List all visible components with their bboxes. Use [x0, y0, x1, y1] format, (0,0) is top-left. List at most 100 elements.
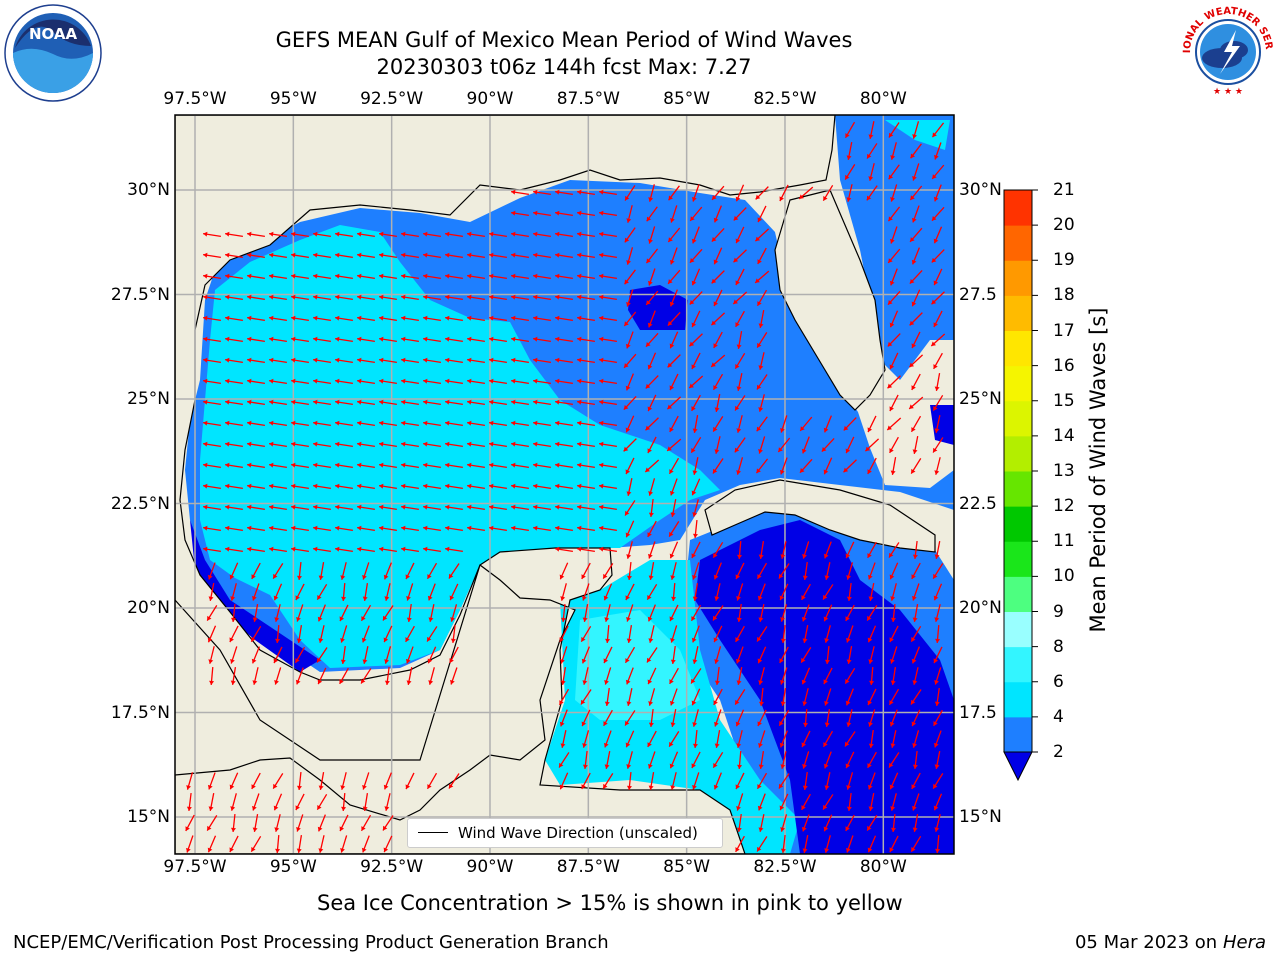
wave-arrow-head	[445, 420, 450, 426]
wave-arrow-head	[423, 420, 428, 426]
wave-arrow-head	[779, 658, 784, 663]
wave-arrow-head	[845, 616, 850, 621]
wave-arrow-head	[401, 294, 406, 300]
wave-arrow-head	[648, 491, 654, 496]
wave-arrow-head	[577, 483, 582, 489]
wave-arrow-head	[581, 574, 586, 579]
wave-arrow-head	[604, 701, 610, 706]
wave-arrow-head	[712, 615, 718, 621]
wave-arrow-head	[357, 546, 362, 552]
wave-arrow-head	[577, 357, 582, 363]
wave-arrow-head	[667, 446, 672, 451]
wave-arrow-head	[335, 336, 340, 342]
lat-tick-left: 22.5°N	[110, 493, 170, 514]
wave-arrow-head	[555, 294, 560, 300]
wave-arrow-head	[692, 574, 697, 580]
wave-arrow-head	[401, 357, 406, 363]
wave-arrow-head	[273, 805, 279, 811]
wave-arrow-head	[625, 532, 631, 538]
wave-arrow-head	[626, 575, 632, 580]
wave-arrow-head	[203, 273, 208, 279]
wave-arrow-head	[533, 483, 538, 489]
colorbar-tick-label: 18	[1053, 285, 1075, 306]
wave-arrow-head	[379, 546, 384, 552]
wave-arrow-head	[758, 764, 764, 769]
wave-arrow-head	[778, 783, 784, 789]
noaa-text: NOAA	[29, 25, 78, 43]
wave-arrow-head	[291, 420, 296, 426]
wave-arrow-head	[780, 554, 786, 559]
wave-arrow-head	[295, 805, 300, 811]
wave-arrow-head	[909, 278, 915, 284]
wave-arrow-head	[207, 784, 213, 790]
wave-arrow-head	[340, 659, 346, 664]
wave-arrow-head	[735, 784, 741, 790]
wave-arrow-head	[317, 616, 323, 622]
wave-arrow-head	[624, 321, 629, 326]
wave-arrow-head	[427, 574, 432, 579]
wave-arrow-head	[778, 573, 784, 579]
wave-arrow-head	[713, 574, 719, 580]
wave-arrow-head	[758, 365, 764, 370]
wave-arrow-head	[555, 336, 560, 342]
wave-arrow-head	[933, 658, 939, 664]
wave-arrow-head	[291, 504, 296, 510]
wave-arrow-head	[335, 525, 340, 531]
wave-arrow-head	[405, 574, 411, 580]
wave-arrow-head	[340, 575, 346, 580]
wave-arrow-head	[335, 273, 340, 279]
wave-arrow-head	[489, 336, 494, 342]
wave-arrow-head	[868, 806, 874, 811]
wave-arrow-head	[467, 231, 472, 237]
colorbar-extend	[1003, 751, 1033, 782]
wave-arrow-head	[912, 134, 918, 139]
wave-arrow-head	[577, 420, 582, 426]
wave-arrow-head	[626, 638, 632, 643]
wave-arrow-head	[691, 364, 696, 370]
wave-arrow-head	[186, 785, 192, 790]
wave-arrow-head	[225, 315, 230, 321]
wave-arrow-head	[911, 658, 917, 664]
wave-arrow-head	[555, 504, 560, 510]
wave-arrow-head	[559, 574, 565, 580]
wave-arrow-head	[207, 825, 212, 831]
colorbar-tick-label: 15	[1053, 390, 1075, 411]
wave-arrow-head	[533, 357, 538, 363]
wave-arrow-head	[599, 441, 604, 447]
wave-arrow-head	[247, 378, 252, 384]
wave-arrow-head	[890, 743, 896, 748]
wave-arrow-head	[625, 658, 630, 663]
wave-arrow-head	[867, 553, 872, 558]
wave-arrow-head	[933, 783, 938, 789]
wave-arrow-head	[912, 617, 918, 622]
wave-arrow-head	[599, 231, 604, 237]
wave-arrow-head	[318, 638, 324, 643]
wave-arrow-head	[755, 194, 761, 200]
wave-arrow-head	[757, 595, 763, 601]
wave-arrow-head	[626, 491, 632, 496]
wave-arrow-head	[867, 469, 872, 474]
wave-arrow-head	[186, 847, 191, 853]
wave-arrow-head	[291, 252, 296, 258]
wave-arrow-head	[802, 701, 808, 706]
wave-arrow-head	[933, 322, 938, 328]
wave-arrow-head	[645, 425, 651, 431]
wave-arrow-head	[445, 378, 450, 384]
wave-arrow-head	[801, 742, 807, 748]
lon-tick-top: 97.5°W	[163, 89, 227, 109]
wave-arrow-head	[362, 574, 367, 580]
wave-arrow-head	[757, 636, 762, 642]
map-legend: Wind Wave Direction (unscaled)	[407, 818, 723, 848]
wave-arrow-head	[801, 679, 807, 685]
wave-arrow-head	[603, 658, 609, 664]
nws-logo-icon: NATIONAL WEATHER SERVICE ★ ★ ★	[1178, 2, 1274, 98]
wave-arrow-head	[889, 322, 895, 328]
wave-arrow-head	[713, 343, 718, 348]
wave-arrow-head	[911, 784, 916, 789]
wave-arrow-head	[889, 552, 894, 558]
colorbar-tick-label: 14	[1053, 425, 1075, 446]
wave-arrow-head	[335, 399, 340, 405]
wave-arrow-head	[867, 637, 873, 643]
wave-arrow-head	[867, 427, 873, 433]
